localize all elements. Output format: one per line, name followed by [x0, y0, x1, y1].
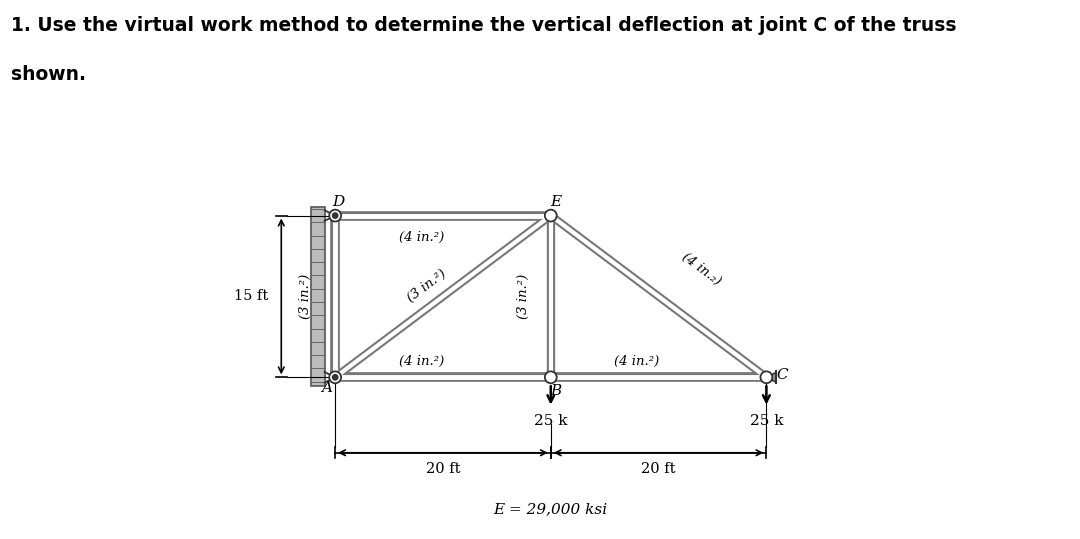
Text: shown.: shown.	[11, 65, 85, 84]
Circle shape	[544, 371, 556, 383]
Text: (3 in.²): (3 in.²)	[405, 267, 449, 305]
Text: (4 in.²): (4 in.²)	[615, 355, 660, 368]
Bar	[311, 207, 325, 386]
Text: 25 k: 25 k	[750, 414, 783, 428]
Text: (4 in.²): (4 in.²)	[399, 355, 444, 368]
Text: A: A	[321, 381, 332, 395]
Polygon shape	[767, 372, 777, 382]
Text: 20 ft: 20 ft	[642, 462, 676, 476]
Text: (4 in.²): (4 in.²)	[399, 231, 444, 244]
Text: (3 in.²): (3 in.²)	[517, 274, 530, 319]
Circle shape	[329, 210, 341, 222]
Circle shape	[760, 371, 772, 383]
Text: C: C	[777, 368, 788, 382]
Circle shape	[544, 210, 556, 222]
Circle shape	[329, 371, 341, 383]
Circle shape	[333, 213, 338, 218]
Text: D: D	[333, 195, 345, 209]
Text: (4 in.₂): (4 in.₂)	[679, 251, 724, 288]
Text: 20 ft: 20 ft	[426, 462, 460, 476]
Circle shape	[333, 375, 338, 380]
Text: 15 ft: 15 ft	[234, 289, 268, 303]
Text: 25 k: 25 k	[534, 414, 567, 428]
Text: 1. Use the virtual work method to determine the vertical deflection at joint C o: 1. Use the virtual work method to determ…	[11, 16, 956, 35]
Text: E: E	[551, 195, 562, 209]
Text: E = 29,000 ksi: E = 29,000 ksi	[494, 502, 608, 516]
Text: B: B	[551, 384, 562, 398]
Text: (3 in.²): (3 in.²)	[298, 274, 311, 319]
